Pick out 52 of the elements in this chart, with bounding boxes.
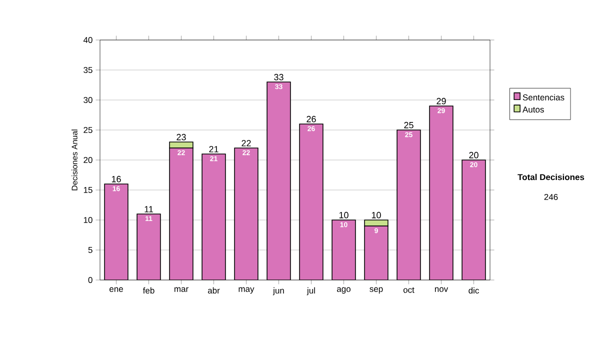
y-tick-label: 5 [88,247,92,253]
bar [300,124,323,280]
bar [170,148,193,280]
x-tick-label: oct [403,287,414,293]
total-label: 25 [404,122,414,128]
bar [202,154,226,280]
total-label: 10 [339,212,348,218]
total-label: 21 [209,146,218,152]
x-tick-label: jul [306,287,315,296]
total-label: 23 [176,134,186,140]
x-tick-label: mar [174,287,188,292]
x-tick-label: ene [110,287,123,292]
x-tick-label: feb [142,287,154,294]
y-tick-label: 0 [88,276,92,284]
text: Total Decisiones [518,174,584,180]
bar [137,214,160,280]
y-tick-label: 40 [83,36,92,43]
total-label: 26 [306,116,316,122]
bar [234,148,258,280]
y-tick-label: 20 [84,156,92,164]
bar [364,226,388,280]
total-label: 11 [144,206,153,212]
x-tick-label: may [238,287,254,294]
y-axis-title: Decisiones Anual [72,130,78,190]
x-tick-label: ago [337,287,350,294]
y-tick-label: 10 [84,216,92,224]
bar [364,220,388,226]
x-tick-label: nov [434,287,448,292]
total-label: 33 [274,74,284,80]
bar [267,82,290,280]
bar [397,130,420,280]
x-tick-label: jun [272,287,284,296]
y-tick-label: 15 [84,187,92,193]
bar [169,142,194,148]
x-tick-label: abr [208,287,220,294]
total-label: 10 [372,212,381,218]
legend-label: Autos [522,106,544,113]
bar [430,106,453,280]
text: 246 [544,194,558,200]
x-tick-label: dic [468,287,479,294]
y-tick-label: 25 [84,126,92,133]
total-label: 29 [436,98,446,104]
legend-label: Sentencias [522,94,564,100]
total-label: 20 [469,152,478,158]
bar [104,184,128,280]
bar [462,160,486,280]
bar [332,220,356,280]
x-tick-label: sep [370,287,383,294]
total-label: 22 [242,140,251,146]
total-label: 16 [112,176,121,182]
y-tick-label: 30 [84,96,92,103]
y-tick-label: 35 [84,66,92,73]
